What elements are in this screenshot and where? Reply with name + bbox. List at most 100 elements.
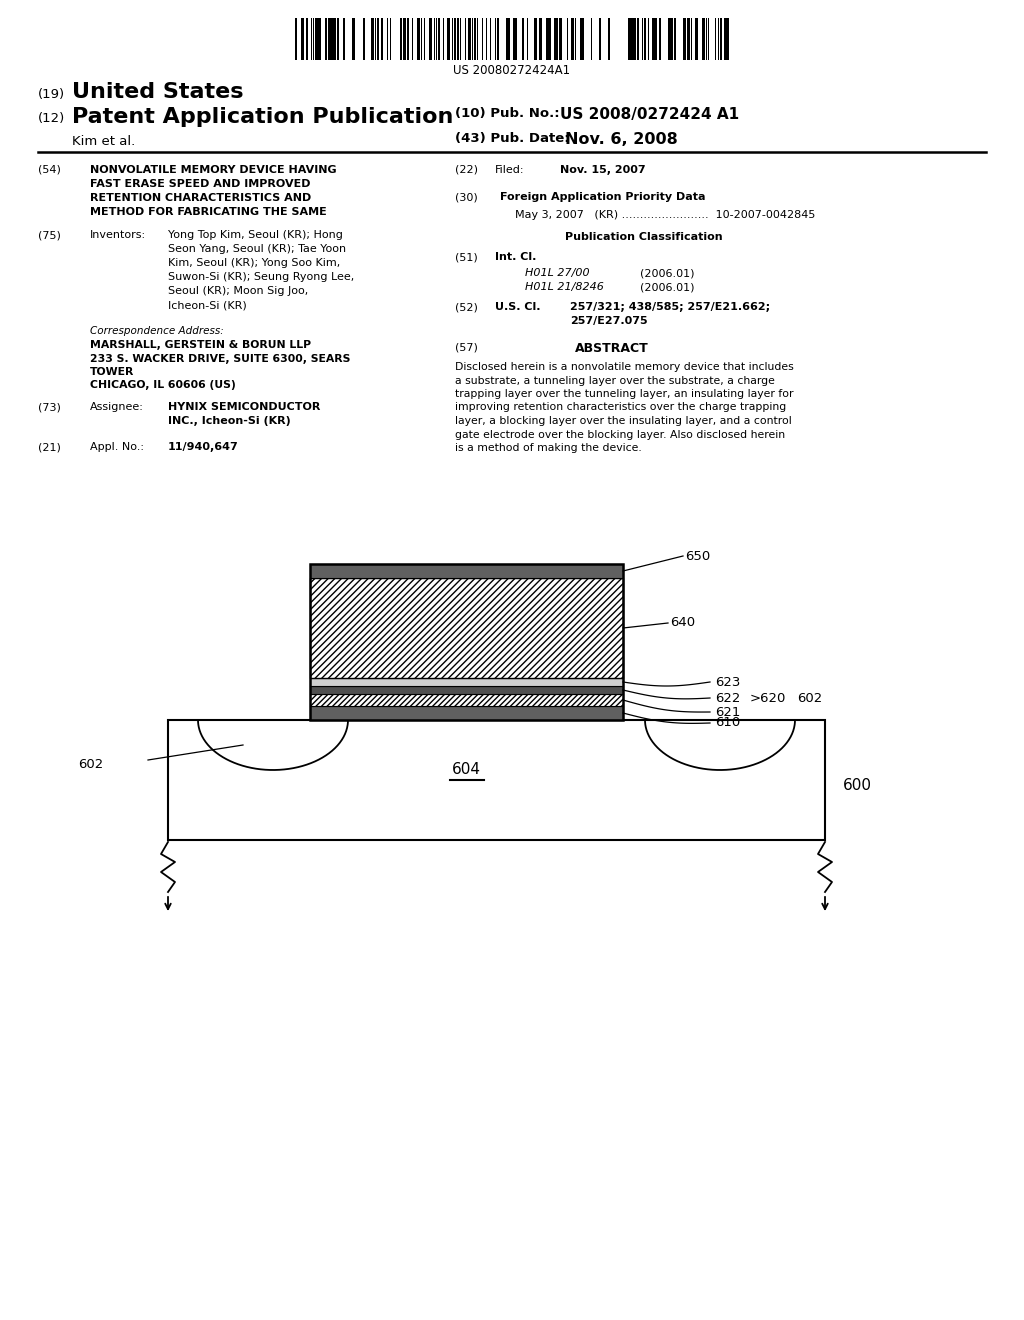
Bar <box>570 18 572 59</box>
Text: HYNIX SEMICONDUCTOR: HYNIX SEMICONDUCTOR <box>168 403 321 412</box>
Text: gate electrode over the blocking layer. Also disclosed herein: gate electrode over the blocking layer. … <box>455 429 785 440</box>
Text: Disclosed herein is a nonvolatile memory device that includes: Disclosed herein is a nonvolatile memory… <box>455 362 794 372</box>
Bar <box>482 18 483 59</box>
Bar <box>671 18 673 59</box>
Text: 623: 623 <box>715 676 740 689</box>
Text: Publication Classification: Publication Classification <box>565 232 723 242</box>
Bar <box>637 18 639 59</box>
Bar <box>343 18 345 59</box>
Text: INC., Icheon-Si (KR): INC., Icheon-Si (KR) <box>168 416 291 426</box>
Text: Suwon-Si (KR); Seung Ryong Lee,: Suwon-Si (KR); Seung Ryong Lee, <box>168 272 354 282</box>
Bar <box>407 18 409 59</box>
Bar <box>310 564 623 719</box>
Bar <box>566 18 568 59</box>
Bar <box>608 18 610 59</box>
Text: U.S. Cl.: U.S. Cl. <box>495 302 541 312</box>
Text: 257/E27.075: 257/E27.075 <box>570 315 647 326</box>
Bar <box>430 18 432 59</box>
Text: RETENTION CHARACTERISTICS AND: RETENTION CHARACTERISTICS AND <box>90 193 311 203</box>
Bar <box>433 18 435 59</box>
Text: TOWER: TOWER <box>90 367 134 378</box>
Text: NONVOLATILE MEMORY DEVICE HAVING: NONVOLATILE MEMORY DEVICE HAVING <box>90 165 337 176</box>
Text: trapping layer over the tunneling layer, an insulating layer for: trapping layer over the tunneling layer,… <box>455 389 794 399</box>
Text: Kim et al.: Kim et al. <box>72 135 135 148</box>
Text: (75): (75) <box>38 230 60 240</box>
Bar <box>472 18 473 59</box>
Text: Yong Top Kim, Seoul (KR); Hong: Yong Top Kim, Seoul (KR); Hong <box>168 230 343 240</box>
Text: 602: 602 <box>78 758 103 771</box>
Bar <box>652 18 653 59</box>
Text: improving retention characteristics over the charge trapping: improving retention characteristics over… <box>455 403 786 412</box>
Bar <box>695 18 696 59</box>
Bar <box>721 18 722 59</box>
Bar <box>715 18 716 59</box>
Text: FAST ERASE SPEED AND IMPROVED: FAST ERASE SPEED AND IMPROVED <box>90 180 310 189</box>
Bar <box>546 18 549 59</box>
Text: (10) Pub. No.:: (10) Pub. No.: <box>455 107 560 120</box>
Text: (54): (54) <box>38 165 60 176</box>
Bar <box>644 18 646 59</box>
Bar <box>417 18 420 59</box>
Text: 604: 604 <box>452 763 481 777</box>
Text: (73): (73) <box>38 403 60 412</box>
Bar <box>325 18 328 59</box>
Text: 600: 600 <box>843 777 872 792</box>
Text: Correspondence Address:: Correspondence Address: <box>90 326 224 337</box>
Bar <box>581 18 583 59</box>
Text: Seon Yang, Seoul (KR); Tae Yoon: Seon Yang, Seoul (KR); Tae Yoon <box>168 244 346 253</box>
Text: 602: 602 <box>797 692 822 705</box>
Text: 640: 640 <box>670 616 695 630</box>
Text: is a method of making the device.: is a method of making the device. <box>455 444 642 453</box>
Bar <box>333 18 336 59</box>
Bar <box>659 18 662 59</box>
Bar <box>310 694 623 706</box>
Bar <box>381 18 383 59</box>
Bar <box>375 18 376 59</box>
Text: Inventors:: Inventors: <box>90 230 146 240</box>
Text: (22): (22) <box>455 165 478 176</box>
Bar <box>497 18 500 59</box>
Bar <box>435 18 437 59</box>
Bar <box>559 18 561 59</box>
Bar <box>310 678 623 686</box>
Bar <box>452 18 453 59</box>
Bar <box>683 18 685 59</box>
Text: 610: 610 <box>715 717 740 730</box>
Text: (12): (12) <box>38 112 66 125</box>
Bar <box>295 18 297 59</box>
Bar <box>630 18 633 59</box>
Text: Assignee:: Assignee: <box>90 403 144 412</box>
Bar <box>629 18 630 59</box>
Bar <box>725 18 727 59</box>
Text: CHICAGO, IL 60606 (US): CHICAGO, IL 60606 (US) <box>90 380 236 391</box>
Bar <box>522 18 523 59</box>
Bar <box>554 18 556 59</box>
Bar <box>468 18 470 59</box>
Text: Nov. 15, 2007: Nov. 15, 2007 <box>560 165 645 176</box>
Text: (43) Pub. Date:: (43) Pub. Date: <box>455 132 569 145</box>
Text: (2006.01): (2006.01) <box>640 268 694 279</box>
Text: US 20080272424A1: US 20080272424A1 <box>454 63 570 77</box>
Text: (57): (57) <box>455 342 478 352</box>
Text: (2006.01): (2006.01) <box>640 282 694 292</box>
Bar <box>362 18 365 59</box>
Bar <box>400 18 402 59</box>
Bar <box>703 18 706 59</box>
Bar <box>674 18 676 59</box>
Bar <box>454 18 456 59</box>
Text: Int. Cl.: Int. Cl. <box>495 252 537 261</box>
Bar <box>412 18 413 59</box>
Bar <box>599 18 601 59</box>
Text: May 3, 2007   (KR) ........................  10-2007-0042845: May 3, 2007 (KR) .......................… <box>515 210 815 220</box>
Bar <box>168 719 825 840</box>
Text: United States: United States <box>72 82 244 102</box>
Bar <box>310 686 623 694</box>
Text: (19): (19) <box>38 88 66 102</box>
Bar <box>449 18 451 59</box>
Bar <box>352 18 355 59</box>
Text: ABSTRACT: ABSTRACT <box>575 342 649 355</box>
Bar <box>377 18 379 59</box>
Bar <box>371 18 372 59</box>
Bar <box>372 18 374 59</box>
Text: 257/321; 438/585; 257/E21.662;: 257/321; 438/585; 257/E21.662; <box>570 302 770 312</box>
